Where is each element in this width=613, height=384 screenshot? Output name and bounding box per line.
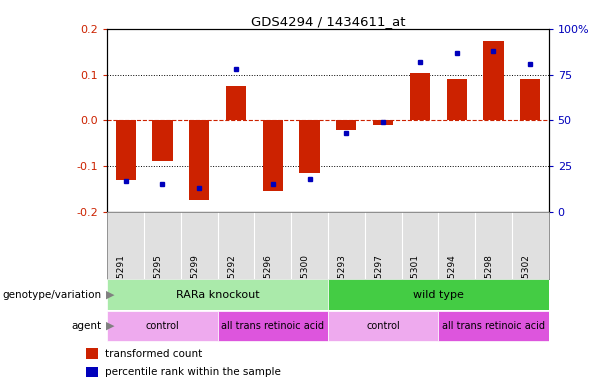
Bar (438, 311, 549, 341)
Text: percentile rank within the sample: percentile rank within the sample (105, 367, 281, 377)
Bar (218, 311, 328, 341)
Text: wild type: wild type (413, 290, 463, 300)
Bar (484, 41, 504, 121)
Bar (189, 121, 210, 200)
Text: ▶: ▶ (106, 290, 115, 300)
Bar (299, 121, 320, 173)
Bar (373, 121, 394, 125)
Bar (226, 86, 246, 121)
Text: genotype/variation: genotype/variation (2, 290, 101, 300)
Text: all trans retinoic acid: all trans retinoic acid (221, 321, 324, 331)
Bar (153, 121, 173, 161)
Bar (86, 367, 98, 377)
Bar (86, 348, 98, 359)
Bar (107, 311, 218, 341)
Bar (263, 121, 283, 191)
Bar (115, 121, 135, 180)
Text: all trans retinoic acid: all trans retinoic acid (442, 321, 545, 331)
Bar (409, 73, 430, 121)
Text: RARa knockout: RARa knockout (176, 290, 259, 300)
Text: transformed count: transformed count (105, 349, 202, 359)
Bar (336, 121, 357, 129)
Bar (447, 79, 467, 121)
Text: control: control (145, 321, 180, 331)
Bar (520, 79, 541, 121)
Bar (328, 280, 549, 310)
Bar (107, 280, 328, 310)
Text: agent: agent (71, 321, 101, 331)
Text: control: control (366, 321, 400, 331)
Title: GDS4294 / 1434611_at: GDS4294 / 1434611_at (251, 15, 405, 28)
Text: ▶: ▶ (106, 321, 115, 331)
Bar (328, 311, 438, 341)
